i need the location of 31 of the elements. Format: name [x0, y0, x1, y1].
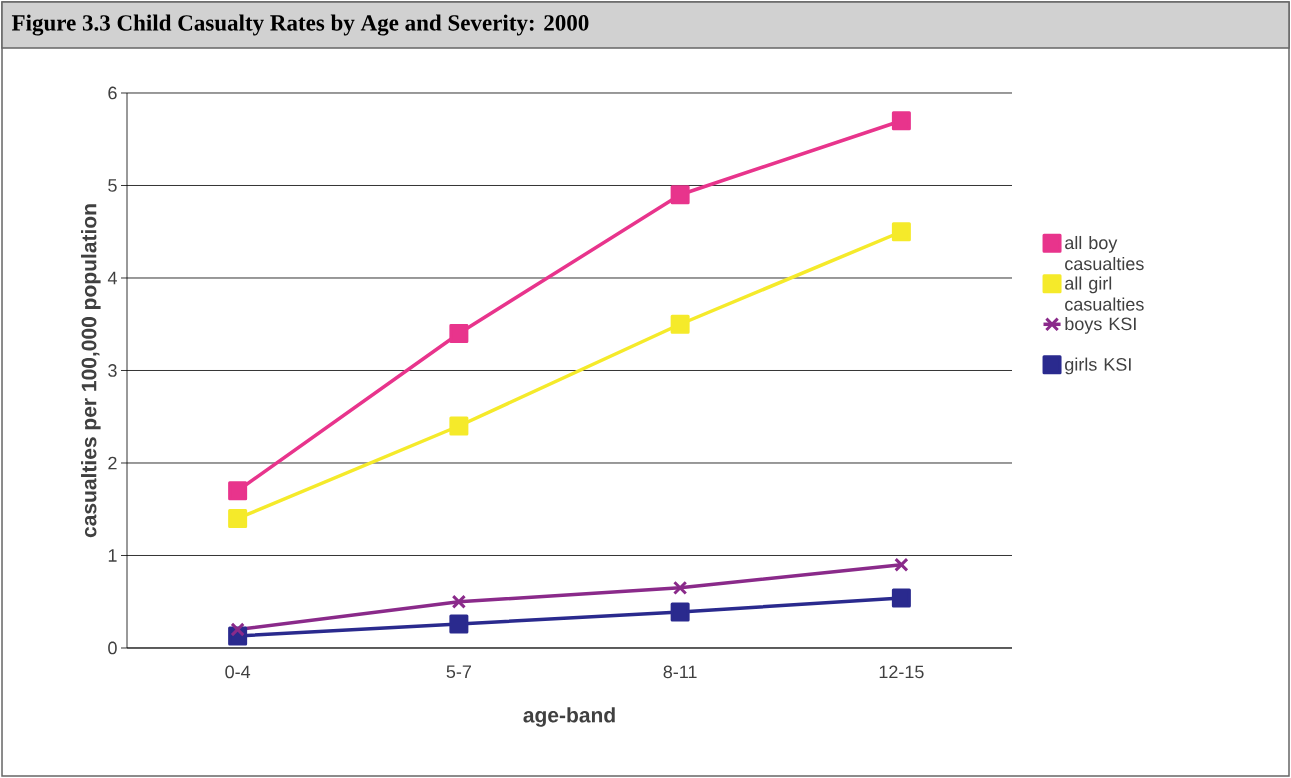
x-tick-label: 0-4 [225, 665, 251, 679]
point [449, 614, 469, 634]
y-tick-label: 0 [108, 641, 117, 655]
y-tick-label: 1 [108, 549, 117, 562]
x-tick-label: 5-7 [446, 665, 471, 679]
point [449, 323, 469, 343]
point [891, 588, 911, 608]
point [449, 416, 469, 436]
x-axis-title: age-band [523, 707, 615, 727]
x-tick-label: 8-11 [663, 665, 697, 679]
point [891, 111, 911, 131]
point [451, 594, 467, 609]
y-tick-label: 3 [108, 364, 117, 377]
point [894, 557, 909, 572]
x-tick-label: 12-15 [879, 665, 924, 679]
chart-title: Figure 3.3 Child Casualty Rates by Age and Severity: 2000 [11, 14, 589, 36]
point [672, 580, 688, 596]
point [230, 622, 245, 637]
y-axis-title: casualties per 100,000 population [81, 204, 101, 538]
y-tick-label: 6 [108, 86, 117, 100]
point [670, 185, 690, 205]
point [228, 508, 248, 528]
point [228, 481, 248, 501]
point [891, 222, 911, 242]
y-tick-label: 4 [107, 271, 117, 285]
y-tick-label: 2 [108, 456, 117, 470]
legend-label: boys KSI [1065, 317, 1136, 334]
legend-label: girls KSI [1065, 357, 1131, 375]
point [670, 602, 690, 622]
point [670, 314, 690, 334]
y-tick-label: 5 [108, 179, 117, 192]
